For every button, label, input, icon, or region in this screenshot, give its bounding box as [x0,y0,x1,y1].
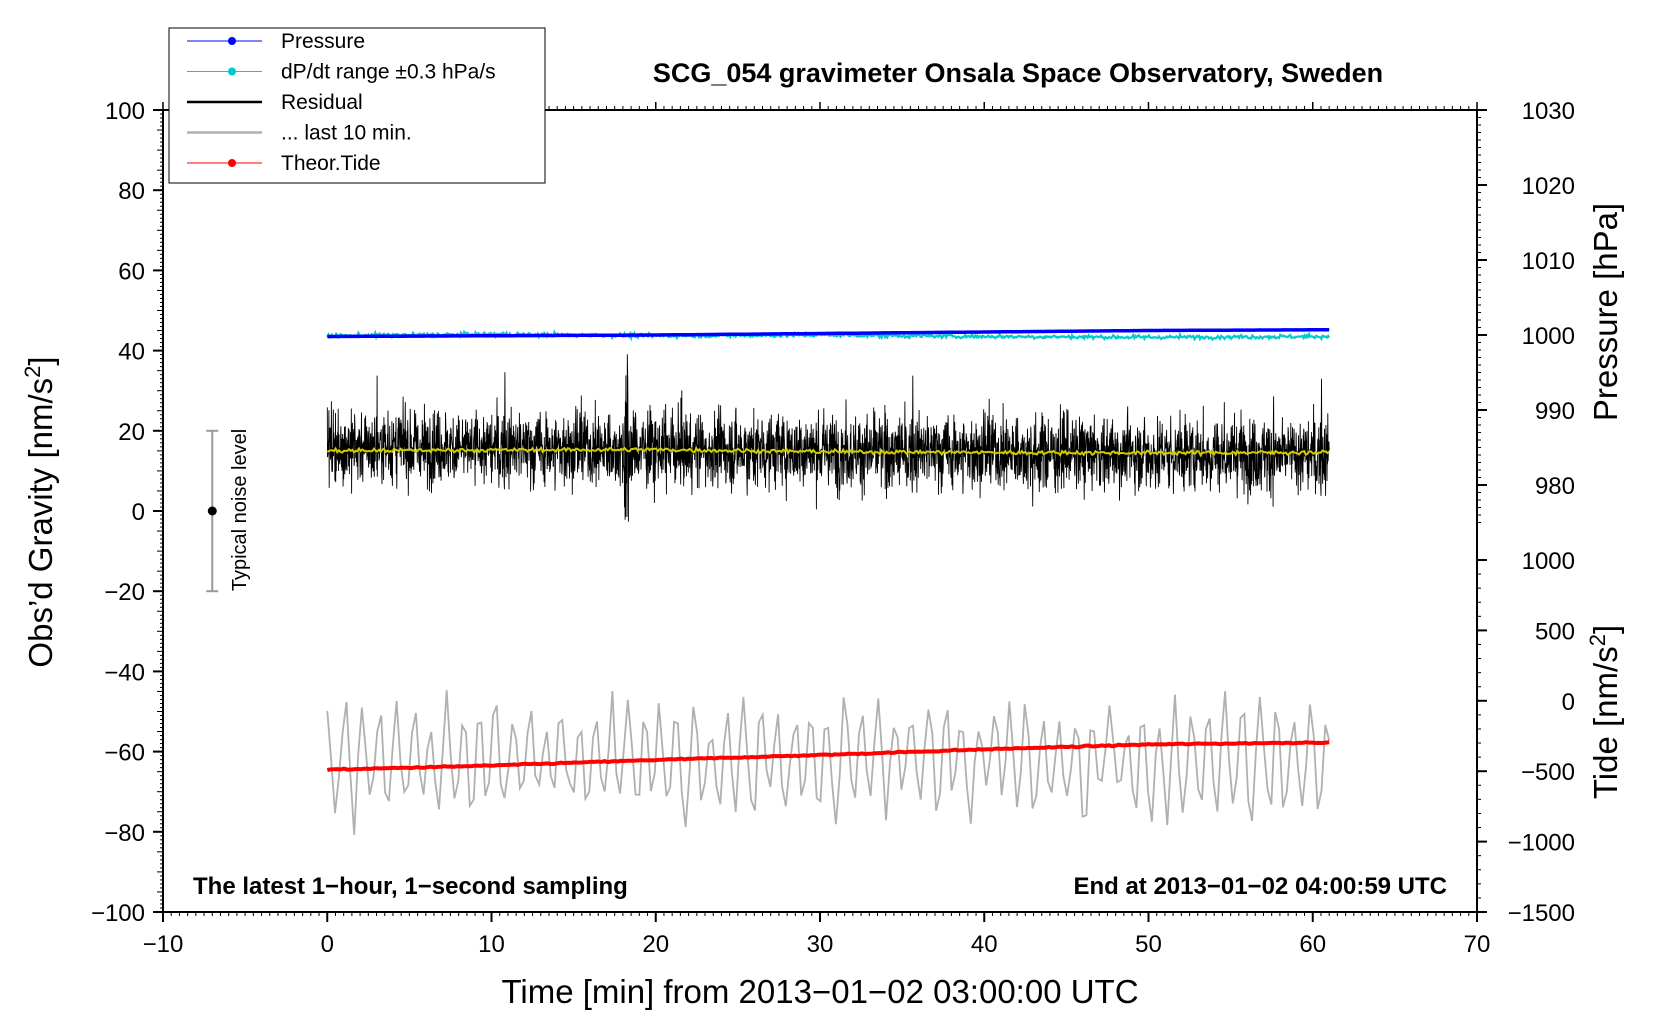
y-pressure-tick-label: 1020 [1522,173,1575,200]
last-10-min-series [326,690,1331,836]
x-tick-label: 30 [807,931,834,958]
y-tide-tick-label: −1000 [1508,830,1575,857]
running-mean-series [326,445,1330,458]
y-left-tick-label: 60 [118,258,145,285]
y-tide-tick-label: 1000 [1522,548,1575,575]
y-axis-title-gravity: Obs’d Gravity [nm/s2] [20,356,59,667]
y-left-tick-label: −100 [91,900,145,927]
y-left-tick-label: −80 [104,820,145,847]
legend-label: dP/dt range ±0.3 hPa/s [281,61,496,84]
theor-tide-series [326,740,1330,772]
x-tick-label: 70 [1464,931,1491,958]
x-tick-label: 60 [1299,931,1326,958]
x-tick-label: −10 [143,931,184,958]
pressure-series [327,327,1330,339]
legend-swatch-dot [228,37,236,45]
legend-label: Theor.Tide [281,152,381,175]
y-left-tick-label: 100 [105,98,145,125]
legend-label: Residual [281,91,363,114]
end-time-annotation: End at 2013−01−02 04:00:59 UTC [1073,873,1447,900]
y-tide-tick-label: 500 [1535,618,1575,645]
y-left-tick-label: −40 [104,659,145,686]
y-pressure-tick-label: 980 [1535,473,1575,500]
y-pressure-tick-label: 1010 [1522,248,1575,275]
residual-series [326,354,1330,522]
series-layer [326,327,1331,836]
y-left-tick-label: 20 [118,419,145,446]
noise-label: Typical noise level [229,429,251,591]
y-left-tick-label: 40 [118,339,145,366]
legend-box [168,27,546,184]
noise-level-indicator: Typical noise level [206,429,251,593]
ticks-layer: −10 0 10 20 30 40 50 60 70100806040200−20−40−60−… [91,98,1575,958]
x-tick-label: 40 [971,931,998,958]
y-left-tick-label: 0 [132,499,145,526]
legend-swatch-dot [228,67,236,76]
x-axis-title: Time [min] from 2013−01−02 03:00:00 UTC [501,973,1138,1010]
x-tick-label: 0 [321,931,334,958]
legend-label: Pressure [281,30,365,53]
y-left-tick-label: −60 [104,740,145,767]
y-pressure-tick-label: 1030 [1522,98,1575,125]
noise-bar-dot [207,506,217,516]
x-tick-label: 20 [642,931,669,958]
chart-title: SCG_054 gravimeter Onsala Space Observat… [653,58,1383,88]
y-pressure-tick-label: 1000 [1522,323,1575,350]
y-axis-title-tide: Tide [nm/s2] [1585,625,1624,799]
legend-swatch-dot [228,159,236,167]
y-axis-title-pressure: Pressure [hPa] [1587,203,1624,421]
sampling-annotation: The latest 1−hour, 1−second sampling [193,873,628,900]
y-pressure-tick-label: 990 [1535,398,1575,425]
legend-label: ... last 10 min. [281,122,412,145]
legend: Pressure dP/dt range ±0.3 hPa/s Residual..… [168,27,546,184]
y-left-tick-label: 80 [118,178,145,205]
y-left-tick-label: −20 [104,579,145,606]
y-tide-tick-label: −1500 [1508,900,1575,927]
y-tide-tick-label: −500 [1521,759,1575,786]
x-tick-label: 50 [1135,931,1162,958]
y-tide-tick-label: 0 [1562,689,1575,716]
x-tick-label: 10 [478,931,505,958]
